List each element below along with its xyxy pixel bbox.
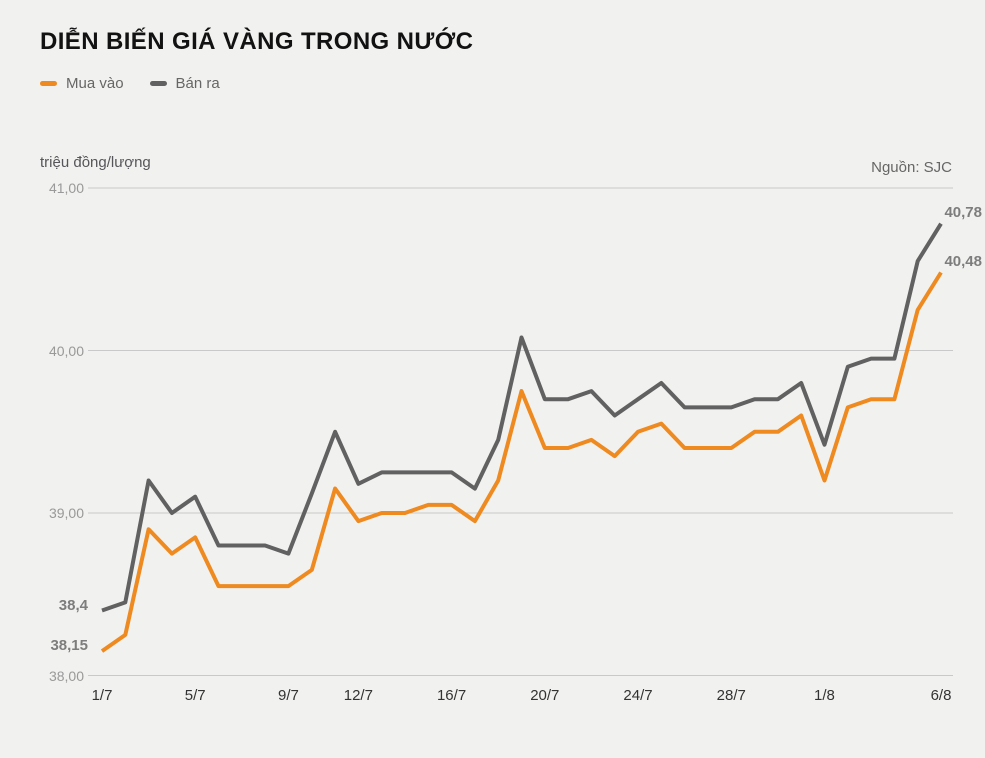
x-tick-label: 5/7 [184, 687, 206, 704]
legend-item-mua-vao: Mua vào [40, 75, 124, 92]
buy-line [100, 271, 943, 653]
legend-label-mua-vao: Mua vào [66, 75, 124, 92]
y-tick-label: 39,00 [48, 505, 84, 521]
y-tick-label: 38,00 [48, 667, 84, 684]
source-label: Nguồn: SJC [871, 159, 952, 176]
x-tick-label: 1/7 [91, 687, 113, 704]
x-tick-label: 16/7 [436, 687, 467, 704]
legend-label-ban-ra: Bán ra [175, 75, 220, 92]
chart-legend: Mua vào Bán ra [40, 75, 220, 92]
data-point-label: 40,78 [944, 203, 982, 221]
x-tick-label: 1/8 [814, 687, 835, 704]
data-point-label: 38,15 [50, 637, 88, 655]
x-tick-label: 12/7 [343, 687, 373, 704]
data-point-label: 38,4 [58, 596, 88, 614]
y-tick-label: 40,00 [48, 342, 84, 359]
legend-item-ban-ra: Bán ra [149, 75, 220, 92]
x-tick-label: 28/7 [716, 687, 746, 704]
x-tick-label: 6/8 [930, 687, 952, 704]
y-tick-label: 41,00 [48, 180, 84, 196]
buy-line-swatch-icon [40, 81, 57, 86]
x-tick-label: 20/7 [530, 687, 560, 704]
x-tick-label: 24/7 [623, 687, 653, 704]
sell-line-swatch-icon [149, 81, 167, 86]
x-tick-label: 9/7 [278, 687, 299, 704]
data-point-label: 40,48 [944, 252, 982, 270]
chart-title: DIỄN BIẾN GIÁ VÀNG TRONG NƯỚC [40, 28, 474, 55]
y-axis-unit-label: triệu đồng/lượng [40, 154, 151, 171]
sell-line [101, 222, 943, 613]
